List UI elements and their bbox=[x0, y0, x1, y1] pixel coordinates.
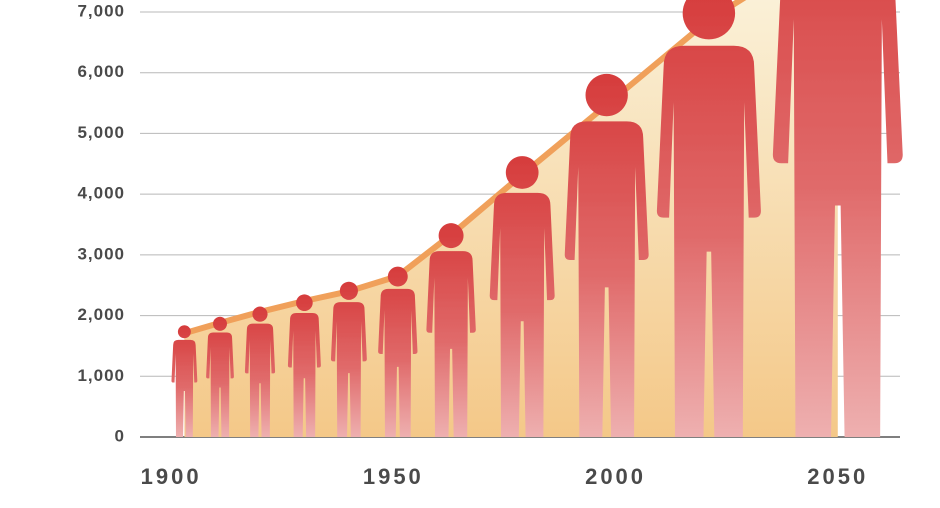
y-tick-label: 7,000 bbox=[77, 1, 125, 20]
person-figure bbox=[287, 294, 321, 437]
y-tick-label: 5,000 bbox=[77, 123, 125, 142]
y-tick-label: 4,000 bbox=[77, 184, 125, 203]
person-figure bbox=[206, 316, 234, 438]
y-tick-label: 0 bbox=[115, 426, 125, 445]
labels: 0 1,000 2,000 3,000 4,000 5,000 6,000 7,000 1900… bbox=[77, 1, 868, 489]
x-tick-label: 2000 bbox=[585, 464, 646, 489]
x-tick-label: 1950 bbox=[363, 464, 424, 489]
x-tick-label: 1900 bbox=[141, 464, 202, 489]
x-tick-label: 2050 bbox=[807, 464, 868, 489]
person-figure bbox=[171, 325, 198, 438]
person-figure bbox=[489, 156, 555, 438]
y-tick-label: 1,000 bbox=[77, 366, 125, 385]
person-figure bbox=[426, 223, 476, 438]
figures bbox=[171, 0, 903, 438]
y-tick-label: 2,000 bbox=[77, 305, 125, 324]
person-figure bbox=[772, 0, 903, 438]
person-figure bbox=[378, 266, 418, 438]
y-tick-label: 3,000 bbox=[77, 244, 125, 263]
person-figure bbox=[656, 0, 761, 438]
y-tick-label: 6,000 bbox=[77, 62, 125, 81]
person-figure bbox=[564, 73, 649, 437]
person-figure bbox=[330, 281, 367, 438]
person-figure bbox=[244, 306, 276, 438]
